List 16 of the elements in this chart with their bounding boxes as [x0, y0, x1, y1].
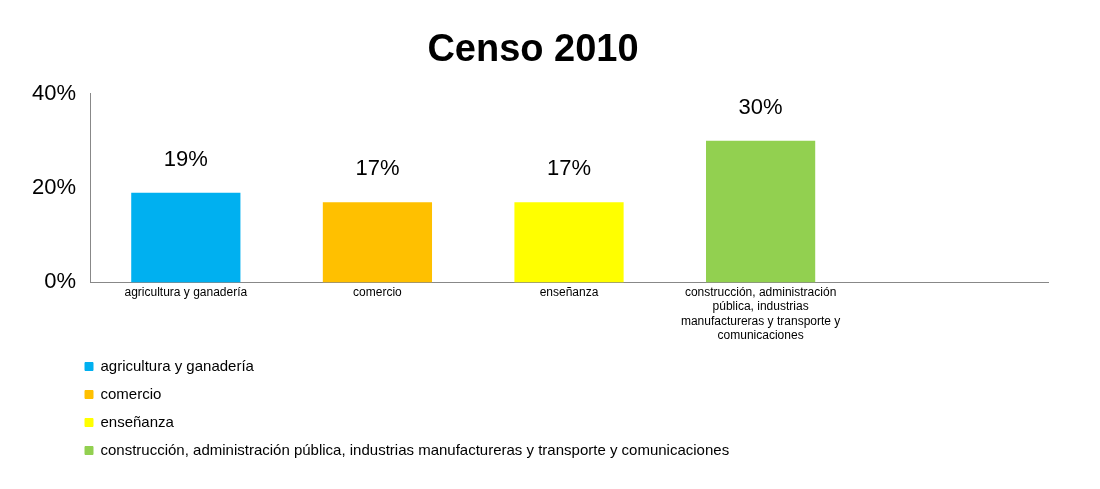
x-tick-label: comercio	[353, 284, 403, 299]
y-tick-label: 20%	[31, 174, 77, 200]
legend-label: construcción, administración pública, industrias manufactureras y transporte y comunicaciones	[100, 440, 730, 458]
y-tick-label: 40%	[31, 79, 77, 105]
legend-label: comercio	[100, 384, 162, 402]
legend-label: agricultura y ganadería	[100, 356, 255, 374]
data-label: 17%	[355, 155, 400, 181]
x-tick-label: agricultura y ganadería	[124, 284, 248, 299]
chart-title: Censo 2010	[427, 27, 639, 70]
x-tick-label: construcción, administración pública, industrias manufactureras y transporte y comunicaciones	[680, 284, 841, 343]
data-label: 19%	[163, 145, 208, 171]
x-tick-label: enseñanza	[539, 284, 599, 299]
data-label: 30%	[738, 93, 783, 119]
legend-label: enseñanza	[100, 412, 175, 430]
y-tick-label: 0%	[44, 268, 77, 294]
data-label: 17%	[546, 155, 592, 181]
